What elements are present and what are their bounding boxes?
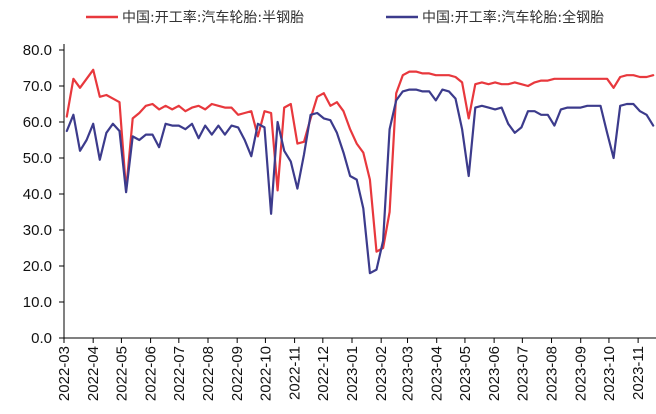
y-tick-label: 50.0 — [23, 150, 52, 167]
x-tick-label: 2023-02 — [373, 346, 390, 401]
y-tick-label: 80.0 — [23, 42, 52, 59]
x-tick-label: 2023-03 — [400, 346, 417, 401]
series-line-semi-steel — [65, 68, 655, 253]
x-tick-label: 2022-08 — [200, 346, 217, 401]
x-tick-label: 2022-07 — [171, 346, 188, 401]
series-layer — [65, 68, 655, 275]
x-tick-label: 2022-12 — [315, 346, 332, 401]
x-tick-label: 2023-08 — [544, 346, 561, 401]
y-tick-label: 70.0 — [23, 78, 52, 95]
x-tick-label: 2022-09 — [229, 346, 246, 401]
x-tick-label: 2023-07 — [514, 346, 531, 401]
x-tick-label: 2023-01 — [344, 346, 361, 401]
legend-label-all-steel: 中国:开工率:汽车轮胎:全钢胎 — [422, 9, 604, 26]
x-tick-label: 2023-06 — [486, 346, 503, 401]
y-tick-label: 30.0 — [23, 222, 52, 239]
legend-label-semi-steel: 中国:开工率:汽车轮胎:半钢胎 — [122, 9, 304, 26]
x-tick-label: 2022-03 — [56, 346, 73, 401]
x-tick-label: 2023-11 — [630, 346, 647, 400]
legend: 中国:开工率:汽车轮胎:半钢胎 中国:开工率:汽车轮胎:全钢胎 — [86, 9, 604, 26]
x-tick-label: 2022-04 — [85, 346, 102, 401]
x-tick-label: 2022-05 — [113, 346, 130, 401]
y-tick-label: 40.0 — [23, 186, 52, 203]
x-tick-label: 2022-10 — [257, 346, 274, 401]
y-tick-label: 0.0 — [31, 330, 52, 347]
x-tick-label: 2023-04 — [429, 346, 446, 401]
x-tick-label: 2022-11 — [287, 346, 304, 400]
y-tick-label: 20.0 — [23, 258, 52, 275]
x-tick-label: 2022-06 — [143, 346, 160, 401]
x-tick-label: 2023-09 — [573, 346, 590, 401]
y-tick-label: 60.0 — [23, 114, 52, 131]
x-tick-label: 2023-05 — [457, 346, 474, 401]
x-tick-label: 2023-10 — [601, 346, 618, 401]
y-tick-label: 10.0 — [23, 294, 52, 311]
axes: 0.0 10.0 20.0 30.0 40.0 50.0 60.0 70.0 80.0 2022-… — [23, 42, 656, 401]
series-line-all-steel — [65, 88, 655, 275]
